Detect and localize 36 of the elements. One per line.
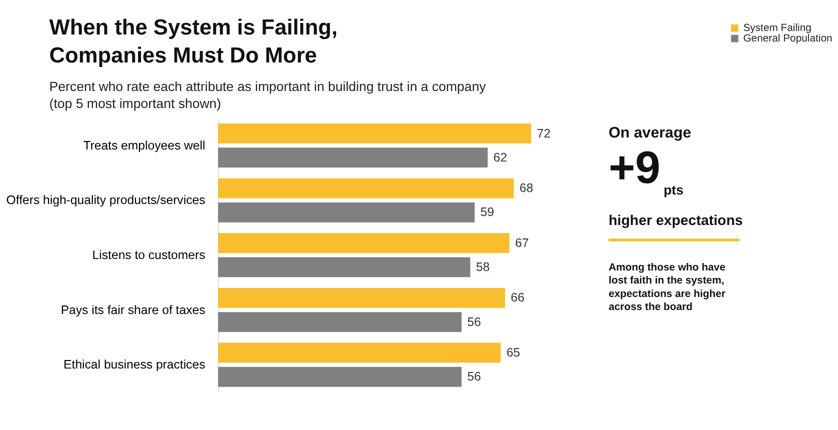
text: (top 5 most important shown)	[49, 96, 222, 112]
y-tick-label: Listens to customers	[92, 248, 206, 262]
bar	[218, 366, 462, 387]
data-label: 67	[515, 236, 529, 250]
bar	[218, 312, 462, 332]
y-tick-label: Ethical business practices	[64, 358, 206, 372]
data-label: 56	[467, 314, 482, 329]
bar	[218, 257, 470, 278]
bar	[218, 124, 532, 144]
data-label: 68	[519, 181, 534, 196]
y-tick-label: Pays its fair share of taxes	[60, 302, 206, 317]
text: Among those who have lost faith in the system, expectations are higher across the board	[608, 262, 726, 314]
data-label: 58	[476, 260, 490, 274]
text: higher expectations	[608, 212, 743, 229]
bar	[218, 233, 510, 254]
data-label: 65	[506, 346, 520, 360]
text: pts	[664, 182, 684, 198]
text: Companies Must Do More	[49, 42, 317, 68]
bar	[218, 342, 501, 363]
bar	[218, 202, 475, 222]
text: Percent who rate each attribute as important in building trust in a company	[49, 79, 486, 94]
data-label: 72	[536, 126, 551, 140]
data-label: 59	[480, 205, 494, 220]
legend-label: General Population	[743, 33, 833, 44]
bar	[218, 148, 488, 168]
bar	[218, 288, 506, 308]
text: On average	[608, 124, 692, 142]
y-tick-label: Offers high-quality products/services	[6, 193, 206, 208]
text: When the System is Failing,	[49, 14, 338, 40]
y-tick-label: Treats employees well	[83, 138, 206, 152]
legend-label: System Failing	[743, 22, 812, 34]
data-label: 56	[467, 370, 482, 384]
text: +9	[608, 142, 660, 194]
bar	[218, 178, 514, 198]
data-label: 62	[493, 150, 508, 164]
data-label: 66	[510, 290, 525, 305]
